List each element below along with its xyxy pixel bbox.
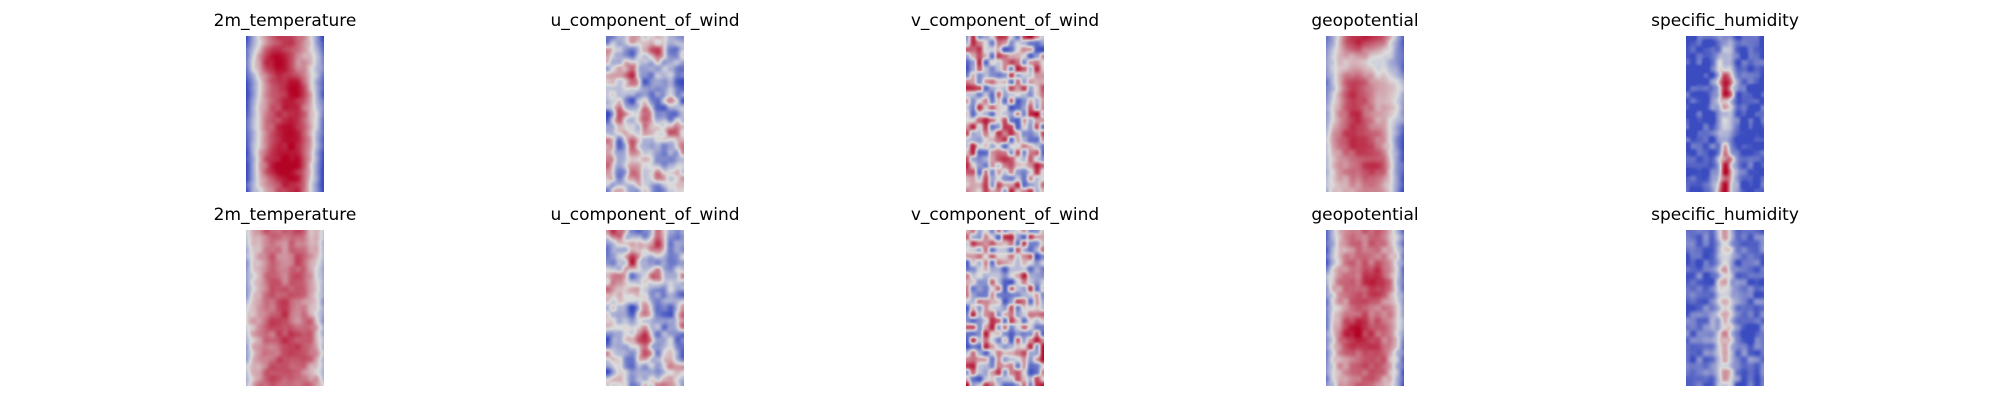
panel-title: v_component_of_wind: [910, 205, 1100, 225]
heatmap-specific-humidity: [1686, 230, 1764, 386]
panel-title: u_component_of_wind: [550, 11, 740, 31]
panel-specific-humidity-row2: specific_humidity: [1615, 204, 1835, 394]
heatmap-u-component-of-wind: [606, 230, 684, 386]
panel-geopotential-row2: geopotential: [1255, 204, 1475, 394]
heatmap-specific-humidity: [1686, 36, 1764, 192]
panel-v-component-of-wind-row2: v_component_of_wind: [895, 204, 1115, 394]
panel-title: specific_humidity: [1651, 11, 1799, 31]
panel-2m-temperature-row1: 2m_temperature: [175, 10, 395, 200]
panel-u-component-of-wind-row2: u_component_of_wind: [535, 204, 755, 394]
panel-u-component-of-wind-row1: u_component_of_wind: [535, 10, 755, 200]
heatmap-geopotential: [1326, 230, 1404, 386]
heatmap-v-component-of-wind: [966, 36, 1044, 192]
panel-title: u_component_of_wind: [550, 205, 740, 225]
panel-2m-temperature-row2: 2m_temperature: [175, 204, 395, 394]
panel-geopotential-row1: geopotential: [1255, 10, 1475, 200]
panel-title: 2m_temperature: [213, 205, 357, 225]
panel-title: v_component_of_wind: [910, 11, 1100, 31]
heatmap-2m-temperature: [246, 36, 324, 192]
heatmap-u-component-of-wind: [606, 36, 684, 192]
heatmap-v-component-of-wind: [966, 230, 1044, 386]
panel-title: geopotential: [1311, 11, 1419, 31]
heatmap-geopotential: [1326, 36, 1404, 192]
panel-specific-humidity-row1: specific_humidity: [1615, 10, 1835, 200]
panel-title: specific_humidity: [1651, 205, 1799, 225]
panel-v-component-of-wind-row1: v_component_of_wind: [895, 10, 1115, 200]
panel-title: geopotential: [1311, 205, 1419, 225]
heatmap-2m-temperature: [246, 230, 324, 386]
panel-title: 2m_temperature: [213, 11, 357, 31]
